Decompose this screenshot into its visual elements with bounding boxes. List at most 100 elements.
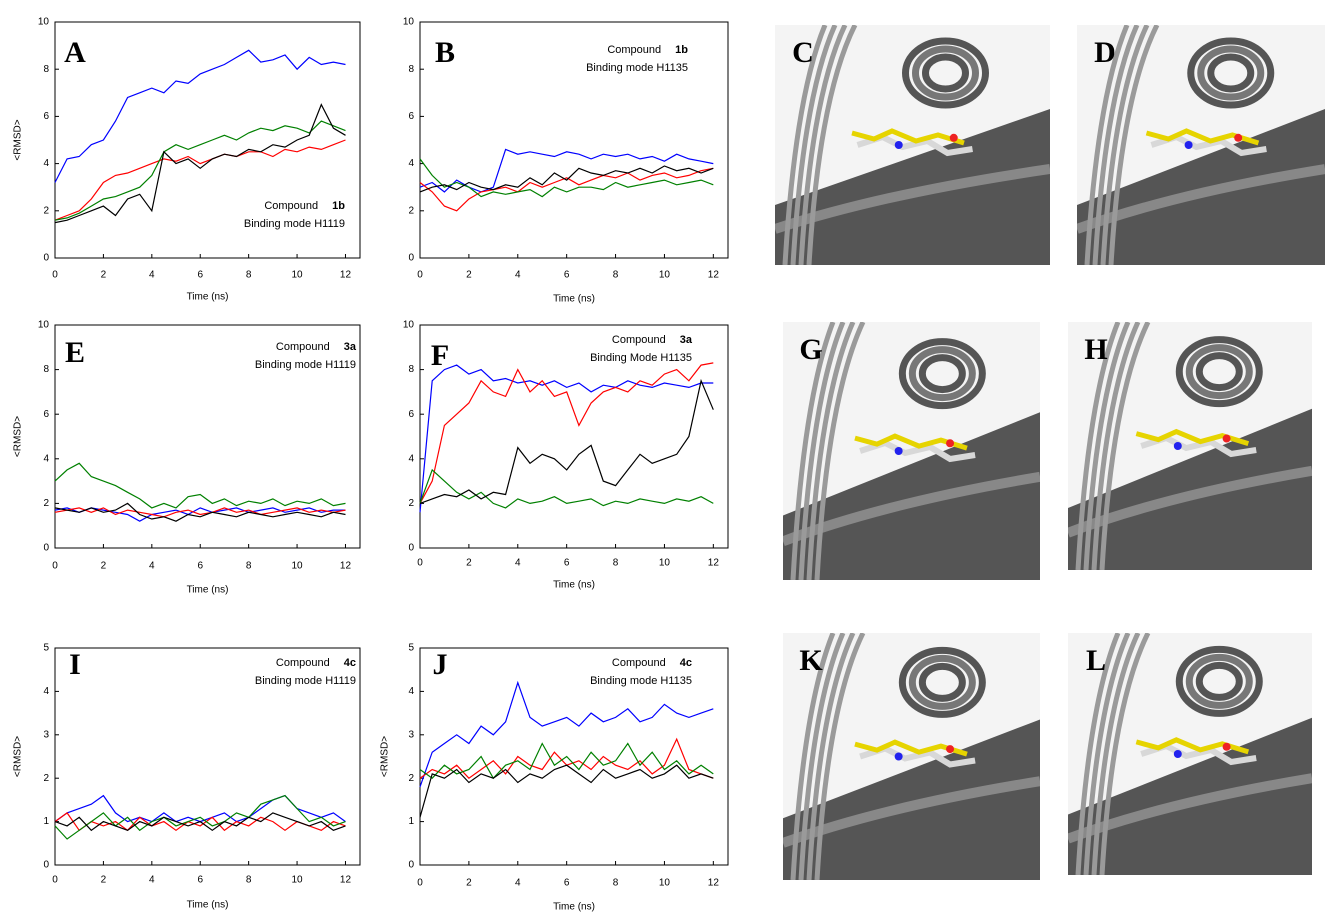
x-axis-label: Time (ns) <box>553 902 595 913</box>
y-tick-label: 8 <box>408 64 414 75</box>
helix <box>912 45 979 101</box>
strand <box>798 25 848 265</box>
x-axis-label: Time (ns) <box>187 292 229 303</box>
series-line <box>419 167 714 212</box>
x-tick-label: 6 <box>197 270 203 281</box>
y-tick-label: 8 <box>43 364 49 375</box>
sheet-light <box>1068 465 1312 538</box>
series-line <box>419 680 714 788</box>
y-tick-label: 2 <box>408 773 414 784</box>
series-line <box>419 362 714 504</box>
atom-n <box>1184 141 1193 149</box>
series-line <box>419 764 714 818</box>
strand <box>1092 25 1140 265</box>
strand <box>806 633 856 880</box>
x-tick-label: 4 <box>515 558 521 569</box>
plot-frame <box>419 21 729 259</box>
compound-label: Compound <box>607 44 661 56</box>
helix <box>902 37 989 109</box>
x-tick-label: 0 <box>417 270 423 281</box>
annotation-compound: Compound 3a <box>276 341 357 353</box>
y-tick-label: 0 <box>408 543 414 554</box>
helix <box>898 338 986 410</box>
series-line <box>419 737 714 779</box>
y-tick-label: 10 <box>403 320 415 331</box>
x-tick-label: 2 <box>466 270 472 281</box>
x-tick-label: 0 <box>417 878 423 889</box>
series-line <box>54 507 346 522</box>
panel-letter: H <box>1084 333 1107 366</box>
strand <box>1084 25 1130 265</box>
series-line <box>54 120 346 221</box>
y-tick-label: 8 <box>43 64 49 75</box>
y-tick-label: 10 <box>38 17 50 28</box>
structure-image <box>1068 322 1312 570</box>
x-tick-label: 4 <box>515 270 521 281</box>
compound-label: Compound <box>264 200 318 212</box>
x-tick-label: 8 <box>613 878 619 889</box>
panel-letter: A <box>64 36 86 69</box>
atom-o <box>949 133 958 142</box>
structure-image <box>1077 25 1325 265</box>
x-tick-label: 4 <box>149 561 155 572</box>
strand <box>798 322 846 580</box>
y-tick-label: 8 <box>408 364 414 375</box>
x-tick-label: 10 <box>292 270 304 281</box>
y-tick-label: 2 <box>408 205 414 216</box>
x-tick-label: 2 <box>101 561 107 572</box>
series-line <box>54 139 346 221</box>
strand <box>1099 322 1151 570</box>
series-line <box>419 165 714 193</box>
x-tick-label: 6 <box>564 878 570 889</box>
x-tick-label: 10 <box>659 878 671 889</box>
ligand-ref <box>851 128 965 146</box>
series-line <box>419 742 714 780</box>
x-tick-label: 2 <box>101 875 107 886</box>
strand <box>806 322 856 580</box>
x-tick-label: 8 <box>613 270 619 281</box>
x-tick-label: 6 <box>564 558 570 569</box>
x-tick-label: 8 <box>246 270 252 281</box>
plot-frame <box>419 647 729 866</box>
y-tick-label: 1 <box>408 816 414 827</box>
sheet-light <box>1068 773 1312 844</box>
x-tick-label: 10 <box>659 558 671 569</box>
helix <box>918 354 966 394</box>
atom-n <box>1173 442 1182 450</box>
sheet <box>783 412 1040 580</box>
strand <box>1108 25 1160 265</box>
structure-image <box>1068 633 1312 875</box>
y-tick-label: 6 <box>408 409 414 420</box>
x-tick-label: 12 <box>340 270 352 281</box>
compound-id: 1b <box>675 44 688 56</box>
plot-frame <box>54 21 361 259</box>
atom-n <box>894 447 903 455</box>
panel-letter: B <box>435 36 455 69</box>
x-tick-label: 10 <box>292 875 304 886</box>
atom-o <box>1222 434 1231 443</box>
atom-o <box>946 745 955 754</box>
compound-id: 3a <box>344 341 357 353</box>
compound-id: 4c <box>344 657 356 669</box>
y-tick-label: 1 <box>43 816 49 827</box>
series-line <box>54 507 346 518</box>
x-tick-label: 0 <box>417 558 423 569</box>
sheet <box>783 719 1040 880</box>
annotation-mode: Binding mode H1119 <box>255 675 356 687</box>
structure-image <box>783 633 1040 880</box>
x-tick-label: 0 <box>52 875 58 886</box>
series-line <box>54 103 346 224</box>
series-line <box>54 794 346 840</box>
x-tick-label: 12 <box>708 558 720 569</box>
helix <box>1207 53 1255 93</box>
x-tick-label: 12 <box>340 875 352 886</box>
y-axis-label: <RMSD> <box>13 416 24 457</box>
helix <box>908 654 976 710</box>
y-tick-label: 4 <box>408 158 414 169</box>
atom-o <box>1222 742 1231 751</box>
x-tick-label: 0 <box>52 561 58 572</box>
y-tick-label: 0 <box>43 543 49 554</box>
helix <box>1187 37 1275 109</box>
x-tick-label: 8 <box>246 561 252 572</box>
